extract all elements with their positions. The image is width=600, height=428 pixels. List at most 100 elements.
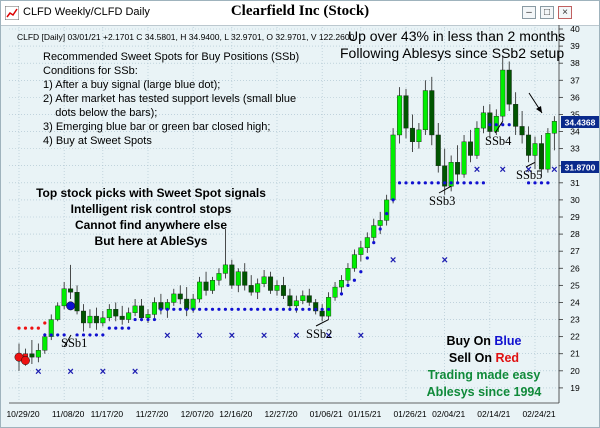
- setup-arrow: [525, 161, 536, 168]
- candle-body: [222, 264, 228, 274]
- stop-dot: [159, 307, 163, 311]
- stop-dot: [449, 181, 453, 185]
- stop-dot: [378, 227, 382, 231]
- candle-body: [35, 350, 41, 358]
- candle-body: [351, 254, 357, 269]
- x-marker: ×: [293, 330, 299, 342]
- ablesys-since-text: Ablesys since 1994: [427, 385, 542, 399]
- stop-dot: [198, 307, 202, 311]
- brand-block: Buy On Blue Sell On Red Trading made eas…: [427, 334, 542, 399]
- stop-dot: [127, 326, 131, 330]
- stop-dot: [88, 333, 92, 337]
- x-axis: 10/29/20 11/08/20 11/17/20 11/27/20 12/07/20…: [6, 402, 559, 419]
- price-chart: × × × × × × × × × × × × × × × × × SSb1 SSb2 SSb3 SSb4 SSb5 1…: [6, 25, 599, 419]
- instruction-line: dots below the bars);: [43, 107, 157, 119]
- candle-body: [422, 90, 428, 131]
- candle-body: [461, 141, 467, 175]
- candle-body: [100, 317, 106, 324]
- stop-markers: [17, 123, 550, 337]
- stop-dot: [94, 333, 98, 337]
- promo-line: Cannot find anywhere else: [75, 218, 227, 232]
- sell-stop-dot: [43, 321, 47, 325]
- window-title: CLFD Weekly/CLFD Daily: [23, 6, 150, 18]
- stop-dot: [56, 333, 60, 337]
- y-tick-label: 30: [570, 195, 580, 205]
- candle-body: [203, 281, 209, 291]
- stop-dot: [256, 307, 260, 311]
- y-tick-label: 25: [570, 280, 580, 290]
- candle-body: [397, 95, 403, 136]
- setup-label: SSb3: [429, 194, 455, 208]
- setup-arrow: [63, 334, 72, 348]
- x-markers: × × × × × × × × × × × × × × × × ×: [35, 164, 557, 378]
- sell-stop-dot: [36, 326, 40, 330]
- sell-on-red-text: Sell On Red: [449, 351, 519, 365]
- stop-dot: [210, 307, 215, 311]
- candle-body: [384, 199, 390, 221]
- stop-dot: [417, 181, 421, 185]
- sell-signal-dot: [21, 356, 30, 366]
- stop-dot: [62, 333, 66, 337]
- stop-dot: [243, 307, 247, 311]
- candle-body: [151, 302, 157, 315]
- candle-body: [242, 271, 248, 286]
- stop-dot: [462, 181, 466, 185]
- candle-body: [280, 285, 286, 296]
- arrow-head-icon: [536, 106, 542, 113]
- setup-label: SSb5: [516, 168, 542, 182]
- candle-body: [93, 315, 99, 324]
- promo-line: But here at AbleSys: [95, 234, 208, 248]
- stop-dot: [404, 181, 408, 185]
- candle-body: [364, 237, 370, 248]
- candle-body: [435, 134, 441, 166]
- stop-dot: [120, 326, 124, 330]
- promo-text: Top stock picks with Sweet Spot signals …: [36, 186, 266, 248]
- x-tick-label: 01/26/21: [393, 409, 426, 419]
- y-tick-label: 22: [570, 332, 580, 342]
- headline-line-1: Up over 43% in less than 2 months: [348, 28, 565, 44]
- x-marker: ×: [358, 330, 364, 342]
- stop-dot: [165, 307, 169, 311]
- stop-dot: [397, 181, 402, 185]
- sell-stop-dot: [30, 326, 34, 330]
- stop-dot: [139, 317, 144, 322]
- stop-dot: [152, 317, 157, 322]
- candle-body: [551, 121, 557, 134]
- stop-dot: [49, 333, 53, 337]
- candle-body: [506, 69, 512, 105]
- stop-dot: [178, 307, 182, 311]
- x-tick-label: 02/24/21: [522, 409, 555, 419]
- y-tick-label: 36: [570, 92, 580, 102]
- candle-body: [42, 336, 48, 351]
- stop-dot: [101, 333, 105, 337]
- stop-dot: [185, 307, 189, 311]
- x-marker: ×: [196, 330, 202, 342]
- stop-dot: [475, 181, 479, 185]
- stop-dot: [107, 326, 111, 330]
- y-tick-label: 23: [570, 315, 580, 325]
- candle-body: [74, 292, 80, 312]
- svg-text:34.4368: 34.4368: [565, 118, 596, 128]
- candle-body: [332, 286, 338, 298]
- y-tick-label: 38: [570, 58, 580, 68]
- y-tick-label: 33: [570, 144, 580, 154]
- candle-body: [55, 305, 61, 320]
- candle-body: [313, 302, 319, 312]
- stop-dot: [327, 307, 331, 311]
- last-price-label: 34.4368: [561, 116, 599, 128]
- x-tick-label: 11/08/20: [52, 409, 85, 419]
- stop-dot: [249, 307, 253, 311]
- stop-dot: [294, 307, 298, 311]
- stop-dot: [526, 181, 531, 185]
- candle-body: [526, 134, 532, 156]
- instructions-text: Recommended Sweet Spots for Buy Position…: [43, 51, 299, 147]
- close-button[interactable]: ×: [558, 6, 572, 19]
- minimize-button[interactable]: –: [522, 6, 536, 19]
- candle-body: [261, 276, 267, 284]
- stop-dot: [539, 181, 544, 185]
- headline-line-2: Following Ablesys since SSb2 setup: [340, 45, 564, 61]
- candle-body: [545, 133, 551, 170]
- candle-body: [119, 315, 125, 320]
- stop-dot: [133, 317, 137, 322]
- maximize-button[interactable]: □: [540, 6, 554, 19]
